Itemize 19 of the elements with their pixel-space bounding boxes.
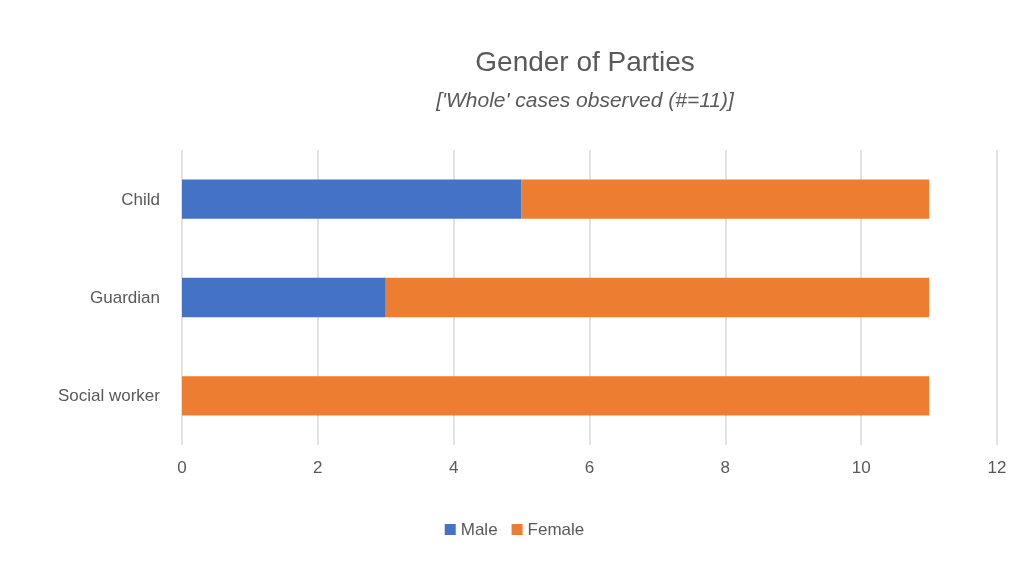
x-tick-label: 6 <box>584 458 595 477</box>
x-tick-label: 4 <box>448 458 459 477</box>
x-tick-label: 10 <box>851 458 871 477</box>
bar <box>182 376 930 416</box>
bar <box>182 277 386 318</box>
x-tick-label: 8 <box>720 458 731 477</box>
bar <box>385 277 930 318</box>
chart-title: Gender of Parties <box>475 45 695 77</box>
x-tick-label: 12 <box>987 458 1007 477</box>
x-tick-label: 2 <box>313 458 323 477</box>
y-tick-label: Guardian <box>90 288 160 307</box>
x-tick-label: 0 <box>177 458 187 477</box>
legend-label: Male <box>460 520 498 539</box>
y-tick-label: Social worker <box>57 386 161 406</box>
y-tick-label: Child <box>121 189 160 209</box>
bar <box>521 179 930 219</box>
bar <box>182 179 522 219</box>
chart-subtitle: ['Whole' cases observed (#=11)] <box>435 88 736 111</box>
legend-label: Female <box>527 520 585 539</box>
